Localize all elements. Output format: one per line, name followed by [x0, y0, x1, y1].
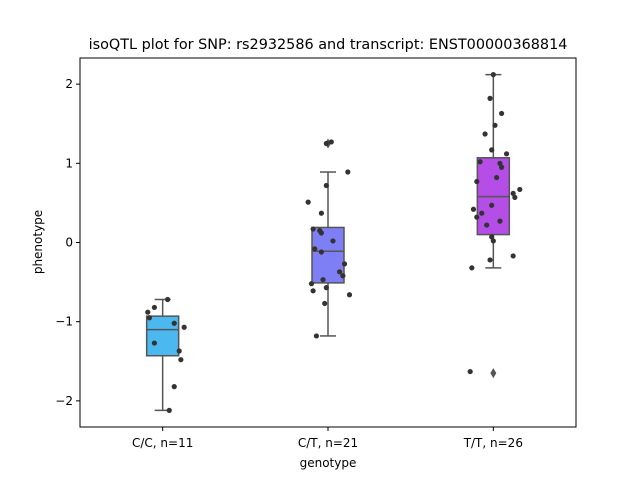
- data-point: [345, 169, 351, 175]
- x-axis-label: genotype: [300, 456, 357, 470]
- data-point: [492, 122, 498, 128]
- data-point: [497, 160, 503, 166]
- box-group: [311, 138, 345, 337]
- data-point: [320, 277, 326, 283]
- data-point: [474, 214, 480, 220]
- data-point: [341, 261, 348, 267]
- data-point: [490, 72, 496, 78]
- data-point: [490, 238, 496, 244]
- data-point: [145, 309, 151, 315]
- data-point: [489, 147, 495, 153]
- data-point: [323, 182, 329, 189]
- data-point: [330, 238, 336, 244]
- data-point: [151, 304, 157, 311]
- data-point: [474, 178, 480, 185]
- data-point: [470, 206, 477, 212]
- data-point: [489, 234, 495, 240]
- x-tick-label: T/T, n=26: [463, 436, 523, 450]
- data-point: [318, 230, 324, 236]
- box: [311, 226, 345, 284]
- data-point: [482, 131, 488, 137]
- data-point: [308, 281, 315, 287]
- y-tick-label: −1: [55, 315, 73, 329]
- data-point: [494, 174, 500, 181]
- box-group: [476, 73, 511, 379]
- x-tick-label: C/T, n=21: [298, 436, 358, 450]
- chart-title: isoQTL plot for SNP: rs2932586 and trans…: [89, 37, 568, 53]
- y-tick-label: 1: [65, 156, 73, 170]
- data-point: [323, 285, 329, 291]
- data-point: [322, 300, 328, 307]
- data-point: [512, 194, 518, 200]
- axes: 2 1 0 −1 −2 C/C, n=11 C/T, n=21 T/T, n=26: [55, 77, 523, 450]
- y-tick-label: 2: [65, 77, 73, 91]
- data-point: [146, 315, 153, 321]
- data-point: [510, 190, 516, 197]
- data-point: [181, 324, 187, 330]
- data-point: [336, 269, 343, 275]
- data-point: [310, 226, 316, 232]
- data-point: [318, 249, 324, 255]
- data-point: [340, 273, 346, 279]
- data-point: [305, 199, 311, 205]
- data-point: [151, 340, 157, 346]
- data-point: [484, 222, 490, 228]
- data-point: [312, 246, 318, 252]
- outlier-marker: [490, 368, 497, 379]
- plot-marks: [145, 72, 523, 413]
- x-tick-label: C/C, n=11: [132, 436, 193, 450]
- y-tick-label: 0: [65, 236, 73, 250]
- y-axis-label: phenotype: [31, 210, 45, 274]
- data-point: [310, 288, 316, 294]
- data-point: [323, 140, 329, 147]
- data-point: [166, 407, 172, 413]
- data-point: [176, 348, 182, 354]
- data-point: [479, 210, 485, 216]
- data-point: [171, 384, 177, 390]
- data-point: [510, 253, 516, 259]
- data-point: [517, 186, 523, 193]
- data-point: [469, 265, 475, 271]
- y-tick-label: −2: [55, 394, 73, 408]
- data-point: [477, 159, 483, 165]
- data-point: [499, 110, 505, 117]
- data-point: [499, 164, 505, 170]
- data-point: [318, 210, 324, 216]
- data-point: [487, 95, 493, 101]
- data-point: [467, 368, 473, 375]
- data-point: [328, 139, 334, 145]
- data-point: [346, 292, 353, 298]
- data-point: [487, 257, 493, 263]
- data-point: [165, 296, 171, 303]
- data-point: [497, 218, 503, 224]
- data-point: [503, 151, 510, 157]
- data-point: [178, 357, 184, 363]
- data-point: [489, 202, 495, 208]
- data-point: [313, 333, 320, 339]
- data-point: [171, 320, 177, 326]
